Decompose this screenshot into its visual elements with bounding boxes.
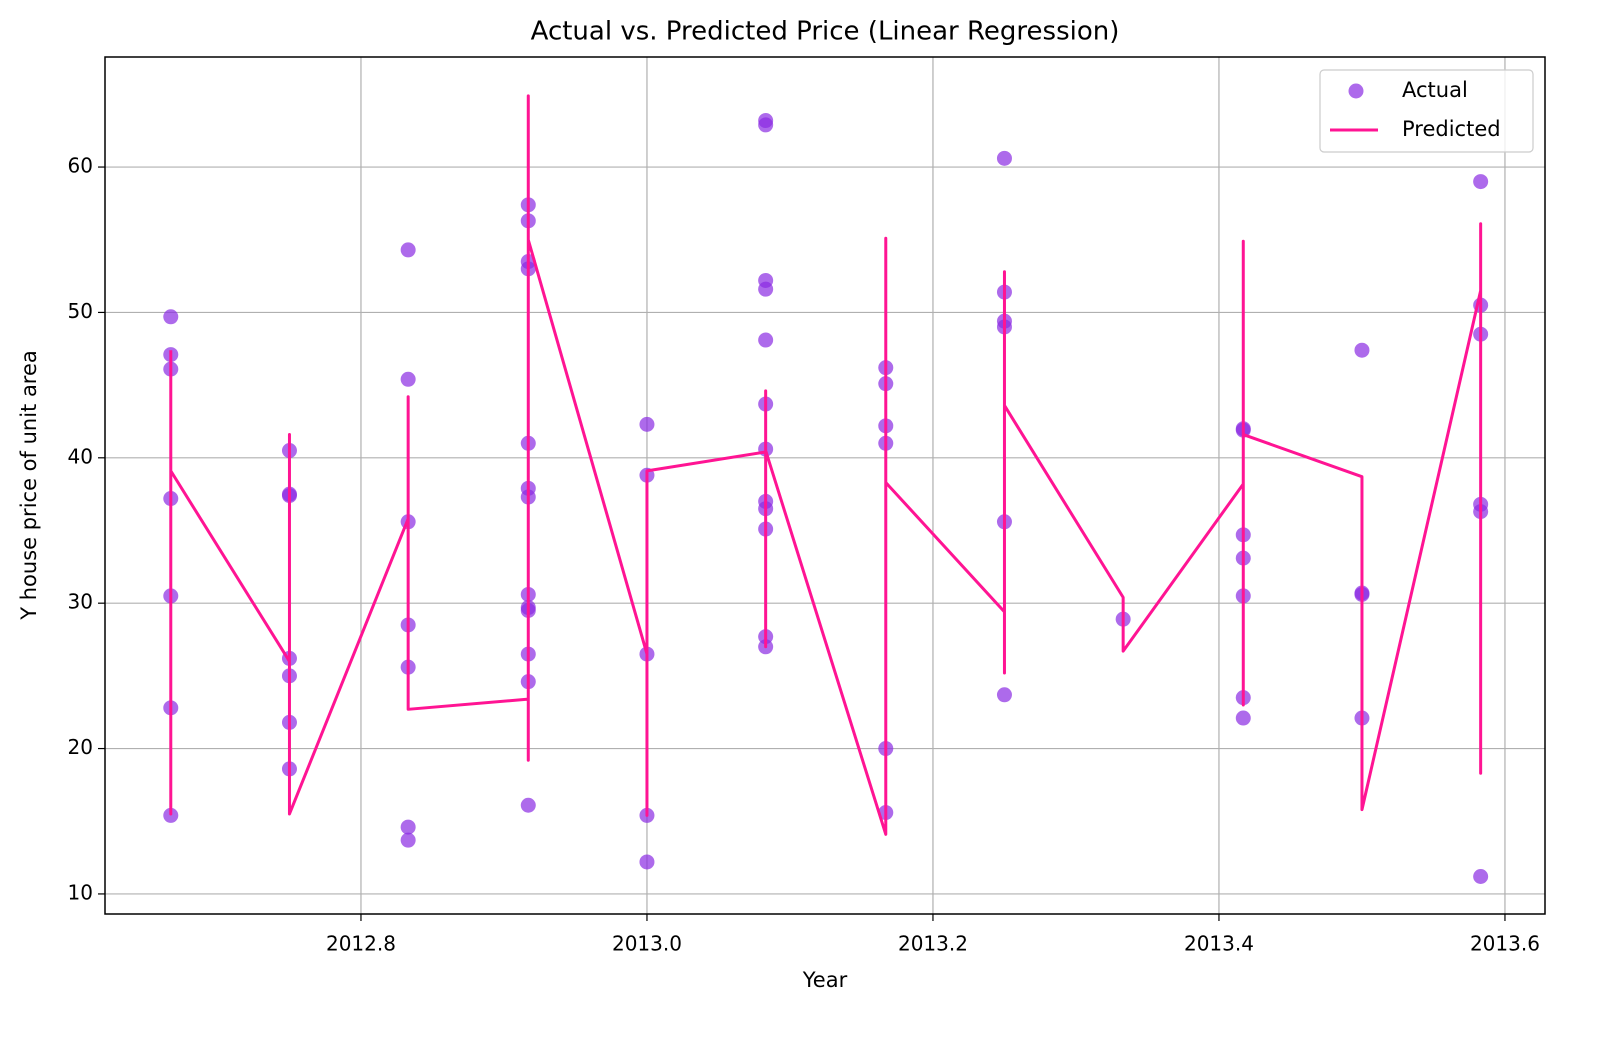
plot-frame — [104, 56, 1546, 915]
y-tick-label: 10 — [68, 880, 93, 904]
y-tick-label: 20 — [68, 735, 93, 759]
point — [400, 371, 416, 387]
x-tick-label: 2013.6 — [1470, 932, 1540, 956]
point — [520, 797, 536, 813]
point — [163, 309, 179, 325]
point — [996, 687, 1012, 703]
y-tick-label: 40 — [68, 444, 93, 468]
x-axis-label: Year — [802, 968, 848, 992]
point — [1473, 868, 1489, 884]
point — [639, 854, 655, 870]
legend-label: Predicted — [1402, 117, 1501, 141]
x-tick-label: 2013.4 — [1184, 932, 1254, 956]
x-tick-label: 2013.0 — [612, 932, 682, 956]
y-tick-label: 30 — [68, 590, 93, 614]
point — [758, 117, 774, 133]
x-tick-label: 2013.2 — [898, 932, 968, 956]
point — [1235, 710, 1251, 726]
y-tick-label: 50 — [68, 299, 93, 323]
point — [758, 332, 774, 348]
point — [400, 832, 416, 848]
line — [169, 94, 1483, 836]
y-axis-label: Y house price of unit area — [17, 350, 41, 621]
point — [639, 416, 655, 432]
point — [400, 819, 416, 835]
point — [1354, 342, 1370, 358]
legend-marker — [1348, 83, 1364, 99]
y-tick-label: 60 — [68, 154, 93, 178]
point — [400, 242, 416, 258]
x-tick-label: 2012.8 — [326, 932, 396, 956]
point — [1473, 174, 1489, 190]
chart-title: Actual vs. Predicted Price (Linear Regre… — [531, 17, 1120, 47]
legend-label: Actual — [1402, 78, 1468, 102]
point — [996, 150, 1012, 166]
point — [758, 281, 774, 297]
